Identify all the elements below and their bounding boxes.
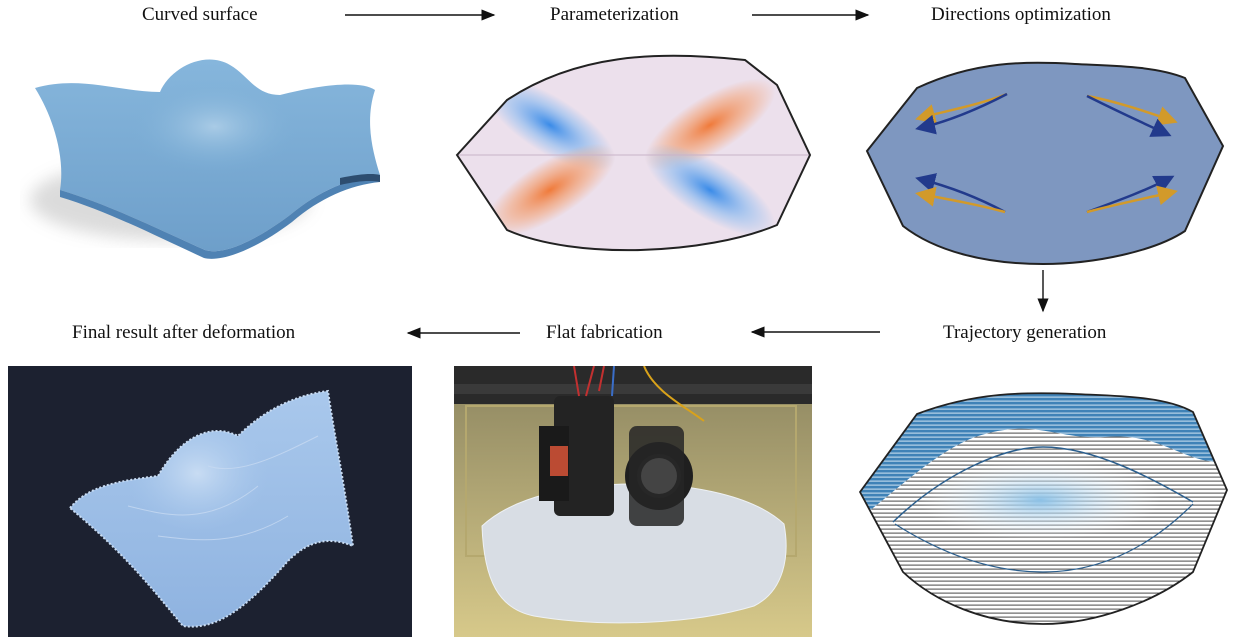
curved-surface-render [30,59,380,259]
trajectory-toolpaths [858,392,1228,625]
arrow-blue-top-right [1086,94,1172,137]
arrow-blue-bottom-left [915,173,1006,214]
final-result-photo [8,366,412,637]
step-label-trajectory-generation: Trajectory generation [943,322,1107,343]
arrow-orange-bottom-right [1086,185,1178,214]
parameterization-map [455,54,812,252]
arrow-blue-top-left [915,92,1008,135]
step-label-directions-optimization: Directions optimization [931,4,1111,25]
flat-fabrication-photo [454,366,812,637]
arrow-orange-top-right [1086,94,1178,126]
arrow-orange-bottom-left [915,186,1006,214]
heat-blob-blue-bottom-right [644,143,776,237]
step-label-flat-fabrication: Flat fabrication [546,322,663,343]
heat-blob-orange-bottom-left [484,143,616,237]
directions-optimization-field [865,61,1225,266]
step-label-final-result: Final result after deformation [72,322,296,343]
domain-shape [865,61,1225,266]
step-label-curved-surface: Curved surface [142,4,258,25]
step-label-parameterization: Parameterization [550,4,679,25]
